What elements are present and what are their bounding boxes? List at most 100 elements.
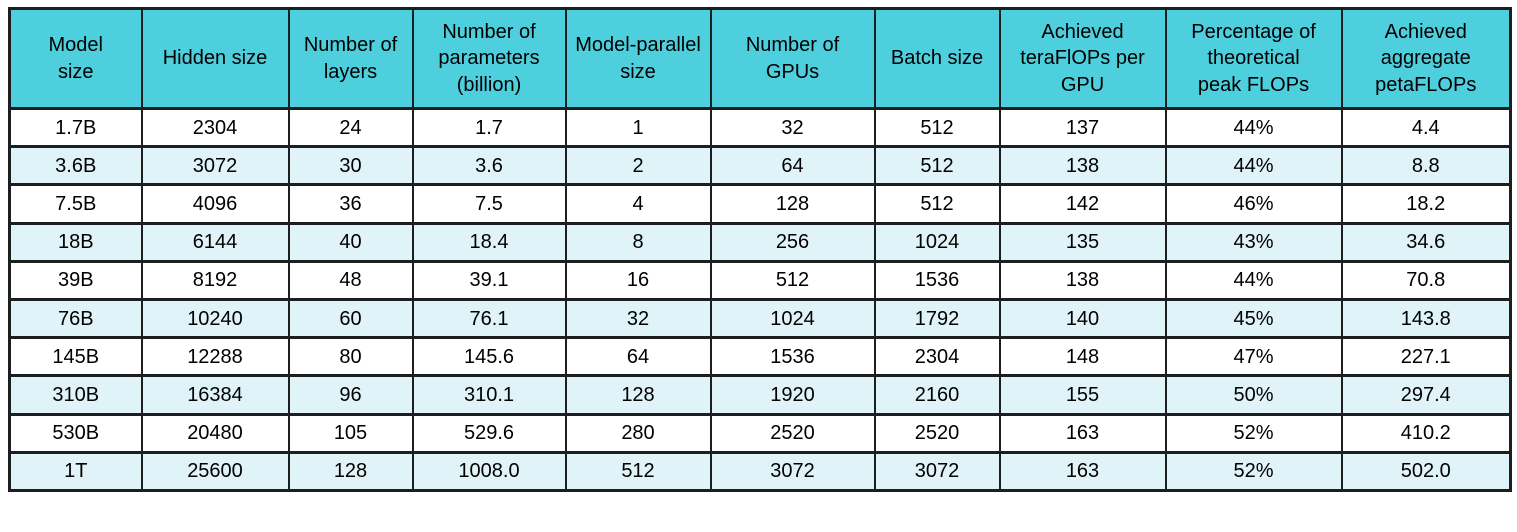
table-cell: 1.7 <box>411 106 567 149</box>
table-cell: 1008.0 <box>411 450 567 492</box>
table-cell: 6144 <box>140 221 290 263</box>
table-cell: 7.5B <box>8 183 143 225</box>
col-header-number-of-parameters: Number of parameters (billion) <box>411 7 567 110</box>
table-row: 39B 8192 48 39.1 16 512 1536 138 44% 70.8 <box>8 259 1512 301</box>
table-cell: 502.0 <box>1340 450 1512 492</box>
table-cell: 2160 <box>873 374 1001 416</box>
table-cell: 1536 <box>873 259 1001 301</box>
col-header-achieved-teraflops-per-gpu: Achieved teraFlOPs per GPU <box>998 7 1167 110</box>
col-header-model-size: Model size <box>8 7 143 110</box>
table-cell: 310.1 <box>411 374 567 416</box>
table-cell: 60 <box>287 297 414 340</box>
table-cell: 310B <box>8 374 143 416</box>
table-cell: 2 <box>564 145 712 187</box>
table-cell: 138 <box>998 259 1167 301</box>
table-cell: 1024 <box>709 297 876 340</box>
table-cell: 1024 <box>873 221 1001 263</box>
table-row: 76B 10240 60 76.1 32 1024 1792 140 45% 143.8 <box>8 297 1512 340</box>
table-cell: 43% <box>1164 221 1343 263</box>
table-cell: 1 <box>564 106 712 149</box>
table-cell: 18B <box>8 221 143 263</box>
table-cell: 138 <box>998 145 1167 187</box>
table-cell: 46% <box>1164 183 1343 225</box>
table-cell: 280 <box>564 412 712 454</box>
table-cell: 34.6 <box>1340 221 1512 263</box>
table-cell: 16 <box>564 259 712 301</box>
table-cell: 128 <box>709 183 876 225</box>
table-row: 1T 25600 128 1008.0 512 3072 3072 163 52% 502.0 <box>8 450 1512 492</box>
table-cell: 1792 <box>873 297 1001 340</box>
table-cell: 25600 <box>140 450 290 492</box>
table-cell: 12288 <box>140 336 290 378</box>
table-cell: 163 <box>998 450 1167 492</box>
table-row: 1.7B 2304 24 1.7 1 32 512 137 44% 4.4 <box>8 106 1512 149</box>
table-cell: 50% <box>1164 374 1343 416</box>
table-cell: 105 <box>287 412 414 454</box>
table-cell: 32 <box>709 106 876 149</box>
table-cell: 10240 <box>140 297 290 340</box>
table-cell: 76.1 <box>411 297 567 340</box>
table-cell: 44% <box>1164 145 1343 187</box>
table-cell: 30 <box>287 145 414 187</box>
table-cell: 145B <box>8 336 143 378</box>
table-cell: 39.1 <box>411 259 567 301</box>
table-cell: 137 <box>998 106 1167 149</box>
col-header-hidden-size: Hidden size <box>140 7 290 110</box>
table-cell: 7.5 <box>411 183 567 225</box>
table-cell: 18.2 <box>1340 183 1512 225</box>
table-cell: 512 <box>709 259 876 301</box>
table-row: 310B 16384 96 310.1 128 1920 2160 155 50% 297.4 <box>8 374 1512 416</box>
table-cell: 48 <box>287 259 414 301</box>
table-cell: 45% <box>1164 297 1343 340</box>
table-cell: 39B <box>8 259 143 301</box>
table-row: 7.5B 4096 36 7.5 4 128 512 142 46% 18.2 <box>8 183 1512 225</box>
table-cell: 135 <box>998 221 1167 263</box>
table-cell: 1920 <box>709 374 876 416</box>
table-cell: 1T <box>8 450 143 492</box>
table-cell: 52% <box>1164 412 1343 454</box>
table-cell: 3072 <box>709 450 876 492</box>
col-header-percentage-theoretical-peak-flops: Percentage of theoretical peak FLOPs <box>1164 7 1343 110</box>
table-cell: 24 <box>287 106 414 149</box>
table-header: Model size Hidden size Number of layers … <box>8 7 1512 110</box>
table-cell: 145.6 <box>411 336 567 378</box>
table-cell: 3072 <box>140 145 290 187</box>
table-cell: 76B <box>8 297 143 340</box>
table-cell: 297.4 <box>1340 374 1512 416</box>
table-cell: 3.6 <box>411 145 567 187</box>
table-cell: 32 <box>564 297 712 340</box>
table-cell: 148 <box>998 336 1167 378</box>
table-cell: 128 <box>564 374 712 416</box>
table-cell: 140 <box>998 297 1167 340</box>
col-header-achieved-aggregate-petaflops: Achieved aggregate petaFLOPs <box>1340 7 1512 110</box>
table-row: 18B 6144 40 18.4 8 256 1024 135 43% 34.6 <box>8 221 1512 263</box>
table-cell: 64 <box>709 145 876 187</box>
table-cell: 256 <box>709 221 876 263</box>
table-cell: 44% <box>1164 259 1343 301</box>
table-cell: 40 <box>287 221 414 263</box>
table-cell: 52% <box>1164 450 1343 492</box>
table-cell: 155 <box>998 374 1167 416</box>
table-cell: 80 <box>287 336 414 378</box>
table-cell: 36 <box>287 183 414 225</box>
table-cell: 20480 <box>140 412 290 454</box>
table-cell: 3.6B <box>8 145 143 187</box>
col-header-batch-size: Batch size <box>873 7 1001 110</box>
table-cell: 96 <box>287 374 414 416</box>
table-cell: 2520 <box>873 412 1001 454</box>
table-cell: 142 <box>998 183 1167 225</box>
table-cell: 128 <box>287 450 414 492</box>
header-row: Model size Hidden size Number of layers … <box>8 7 1512 110</box>
table-cell: 8.8 <box>1340 145 1512 187</box>
table-cell: 64 <box>564 336 712 378</box>
table-cell: 70.8 <box>1340 259 1512 301</box>
table-cell: 3072 <box>873 450 1001 492</box>
table-cell: 18.4 <box>411 221 567 263</box>
table-cell: 530B <box>8 412 143 454</box>
table-cell: 4 <box>564 183 712 225</box>
table-cell: 529.6 <box>411 412 567 454</box>
table-cell: 47% <box>1164 336 1343 378</box>
table-cell: 4096 <box>140 183 290 225</box>
table-cell: 512 <box>873 145 1001 187</box>
